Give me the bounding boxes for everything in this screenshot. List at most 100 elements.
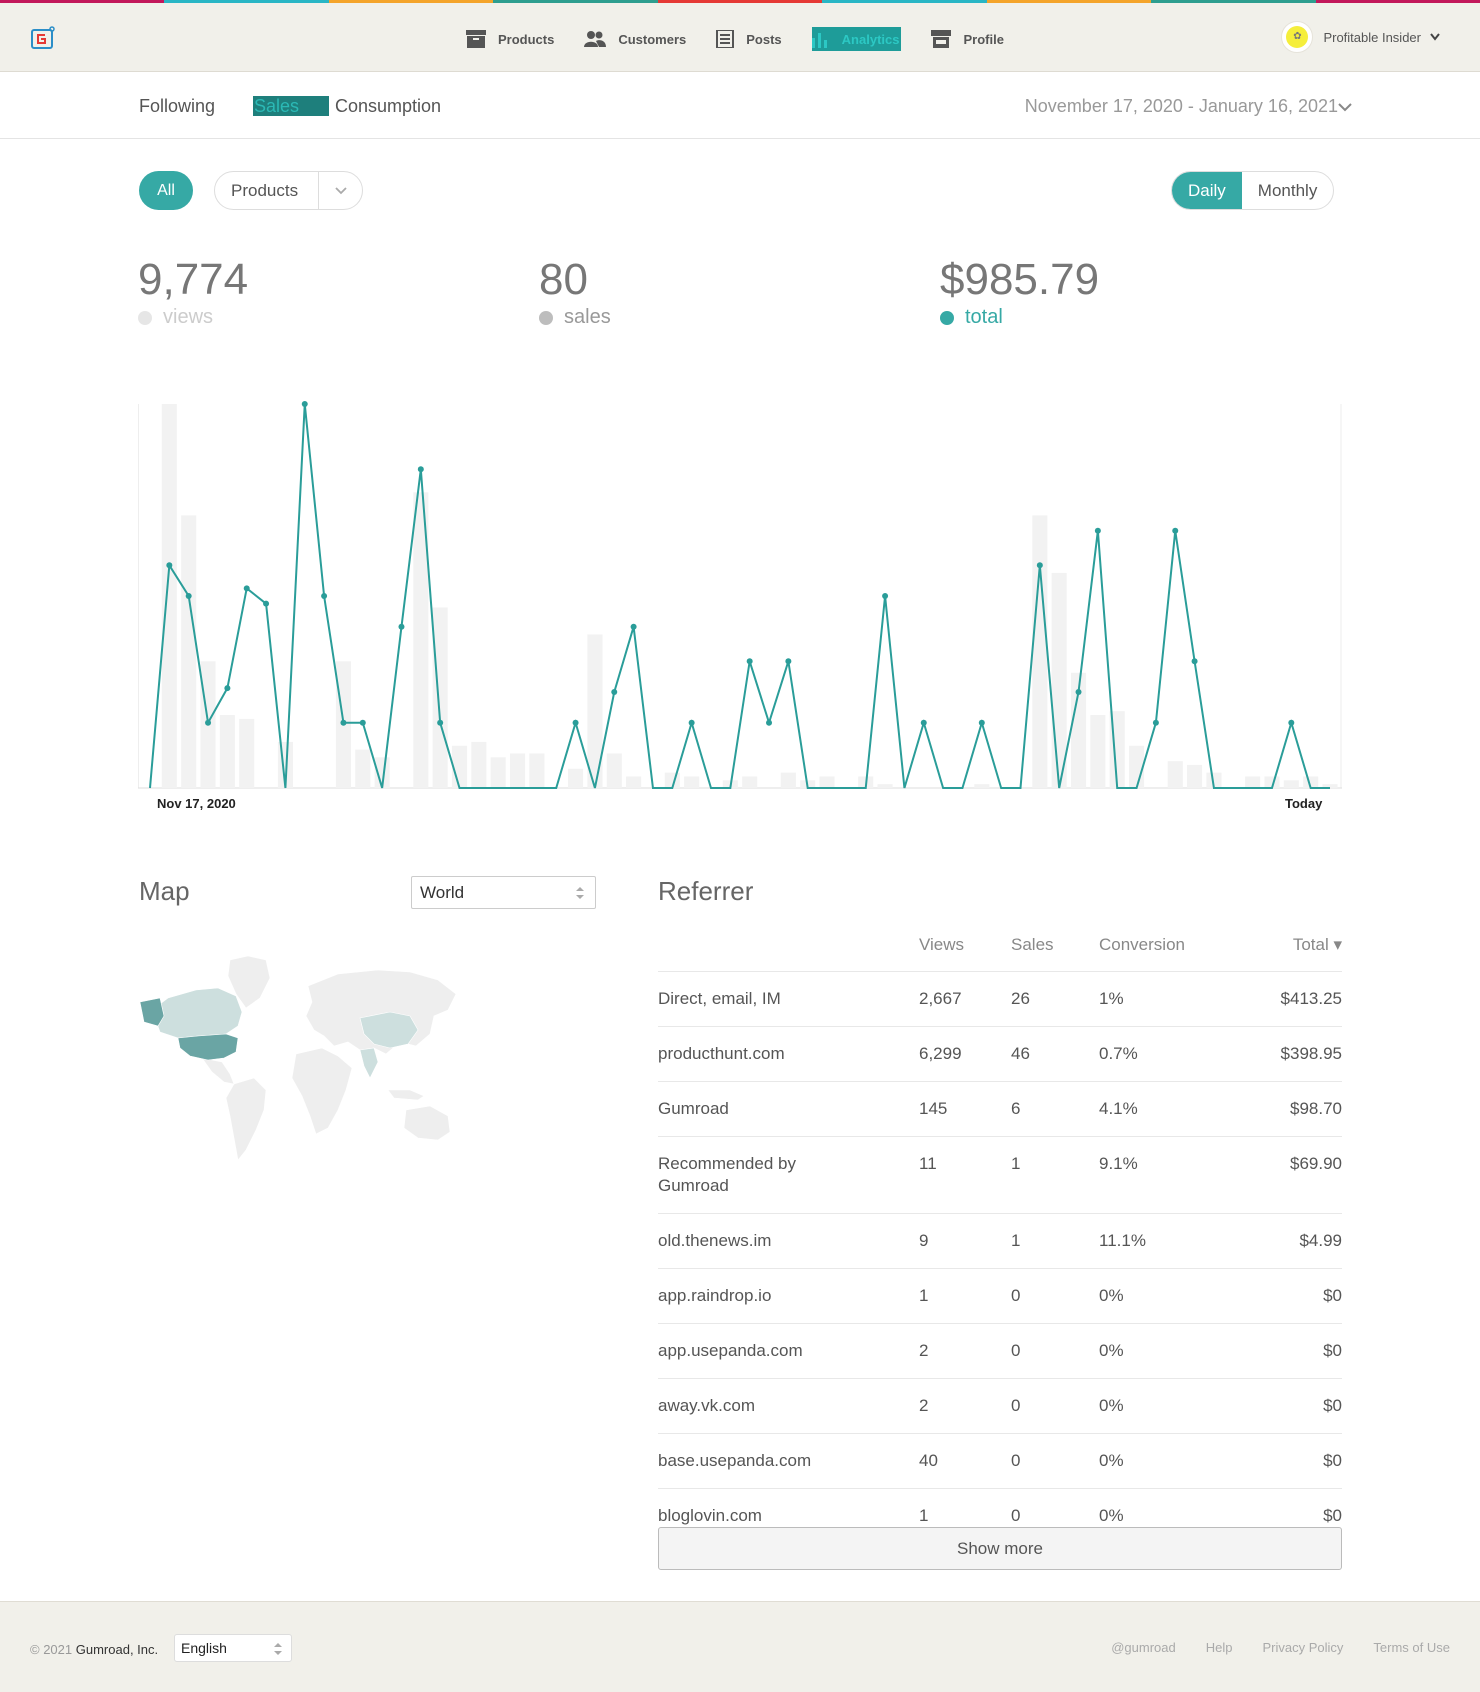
footer-link-terms[interactable]: Terms of Use	[1373, 1640, 1450, 1655]
cell-conversion: 0%	[1099, 1451, 1124, 1470]
col-sales[interactable]: Sales	[1011, 934, 1054, 954]
nav-products-label: Products	[498, 31, 555, 47]
rainbow-segment	[1151, 0, 1316, 3]
cell-views: 145	[919, 1099, 948, 1118]
total-point[interactable]	[1152, 719, 1159, 726]
period-toggle: Daily Monthly	[1171, 171, 1335, 210]
cell-total: $398.95	[1280, 1044, 1342, 1063]
total-point[interactable]	[1094, 527, 1101, 534]
total-point[interactable]	[1191, 658, 1198, 665]
nav-customers[interactable]: Customers	[584, 27, 686, 51]
nav-products[interactable]: Products	[466, 27, 554, 51]
daily-button[interactable]: Daily	[1172, 172, 1242, 209]
select-arrows-icon	[576, 887, 584, 899]
col-views[interactable]: Views	[919, 934, 965, 954]
user-menu[interactable]: ✿ Profitable Insider	[1281, 21, 1440, 53]
footer-link-privacy[interactable]: Privacy Policy	[1262, 1640, 1344, 1655]
cell-conversion: 9.1%	[1099, 1154, 1138, 1173]
nav-analytics[interactable]: Analytics	[811, 27, 902, 51]
products-filter-select[interactable]: Products	[214, 171, 363, 210]
archive-box-icon	[466, 30, 486, 48]
footer-link-gumroad[interactable]: @gumroad	[1111, 1640, 1176, 1655]
views-bar	[1090, 715, 1106, 788]
gumroad-logo-icon[interactable]	[30, 25, 56, 51]
stat-sales-label: sales	[564, 306, 611, 328]
referrer-table-header: Views Sales Conversion Total ▾	[658, 918, 1342, 972]
total-point[interactable]	[321, 593, 328, 599]
cell-source: Recommended by Gumroad	[658, 1154, 796, 1195]
total-point[interactable]	[1036, 562, 1043, 569]
col-conversion[interactable]: Conversion	[1099, 934, 1185, 954]
total-point[interactable]	[340, 719, 347, 726]
total-point[interactable]	[572, 719, 579, 726]
table-row: away.vk.com 2 0 0% $0	[658, 1379, 1342, 1434]
total-point[interactable]	[185, 593, 192, 599]
total-point[interactable]	[688, 719, 695, 726]
views-bar	[1283, 780, 1299, 788]
views-bar	[374, 757, 390, 788]
footer-link-help[interactable]: Help	[1205, 1640, 1233, 1655]
total-point[interactable]	[882, 593, 889, 599]
tab-consumption[interactable]: Consumption	[335, 96, 442, 116]
total-point[interactable]	[785, 658, 792, 665]
total-point[interactable]	[1288, 719, 1295, 726]
views-bar	[1167, 761, 1183, 788]
total-point[interactable]	[766, 719, 773, 726]
total-point[interactable]	[978, 719, 985, 726]
nav-posts[interactable]: Posts	[716, 27, 782, 51]
views-bar	[432, 607, 448, 788]
world-map[interactable]	[138, 950, 478, 1170]
sales-chart[interactable]	[138, 398, 1342, 818]
views-bar	[626, 776, 642, 788]
cell-views: 2	[919, 1396, 929, 1415]
total-point[interactable]	[263, 600, 270, 607]
monthly-button[interactable]: Monthly	[1257, 181, 1318, 200]
tab-following[interactable]: Following	[139, 96, 216, 116]
cell-source: app.usepanda.com	[658, 1341, 803, 1360]
tab-sales[interactable]: Sales	[253, 96, 330, 116]
total-point[interactable]	[1075, 689, 1082, 695]
total-line	[149, 403, 1330, 789]
total-point[interactable]	[1172, 527, 1179, 534]
nav-customers-label: Customers	[618, 31, 687, 47]
cell-views: 1	[919, 1506, 929, 1525]
total-point[interactable]	[224, 685, 231, 692]
total-point[interactable]	[243, 585, 250, 592]
cell-sales: 0	[1011, 1341, 1021, 1360]
bar-chart-icon	[811, 33, 827, 48]
total-point[interactable]	[437, 719, 444, 726]
total-point[interactable]	[205, 719, 212, 726]
nav-profile[interactable]: Profile	[931, 27, 1004, 51]
total-point[interactable]	[630, 623, 637, 630]
cell-total: $69.90	[1290, 1154, 1342, 1173]
map-region-select[interactable]: World	[411, 876, 596, 909]
cell-conversion: 0%	[1099, 1506, 1124, 1525]
views-bar	[1187, 764, 1203, 788]
date-range-picker[interactable]: November 17, 2020 - January 16, 2021	[1024, 96, 1338, 116]
total-point[interactable]	[398, 623, 405, 630]
total-point[interactable]	[417, 466, 424, 473]
filter-all-button[interactable]: All	[139, 171, 193, 210]
total-point[interactable]	[746, 658, 753, 665]
views-bar	[1264, 776, 1280, 788]
chart-end-label: Today	[1285, 796, 1323, 811]
cell-total: $98.70	[1290, 1099, 1342, 1118]
rainbow-segment	[328, 0, 494, 3]
user-name: Profitable Insider	[1323, 29, 1421, 45]
total-point[interactable]	[611, 689, 618, 695]
referrer-title: Referrer	[658, 876, 754, 906]
cell-sales: 0	[1011, 1451, 1021, 1470]
col-total-sort[interactable]: Total ▾	[1292, 934, 1342, 954]
total-point[interactable]	[166, 562, 173, 569]
cell-conversion: 0%	[1099, 1341, 1124, 1360]
table-row: Recommended by Gumroad 11 1 9.1% $69.90	[658, 1137, 1342, 1214]
language-select[interactable]: English	[174, 1634, 292, 1662]
total-point[interactable]	[301, 401, 308, 407]
cell-sales: 1	[1011, 1154, 1021, 1173]
total-point[interactable]	[359, 719, 366, 726]
total-point[interactable]	[920, 719, 927, 726]
show-more-button[interactable]: Show more	[658, 1527, 1342, 1570]
table-row: app.raindrop.io 1 0 0% $0	[658, 1269, 1342, 1324]
nav-analytics-label: Analytics	[841, 31, 900, 47]
chevron-down-icon[interactable]	[1338, 102, 1352, 112]
